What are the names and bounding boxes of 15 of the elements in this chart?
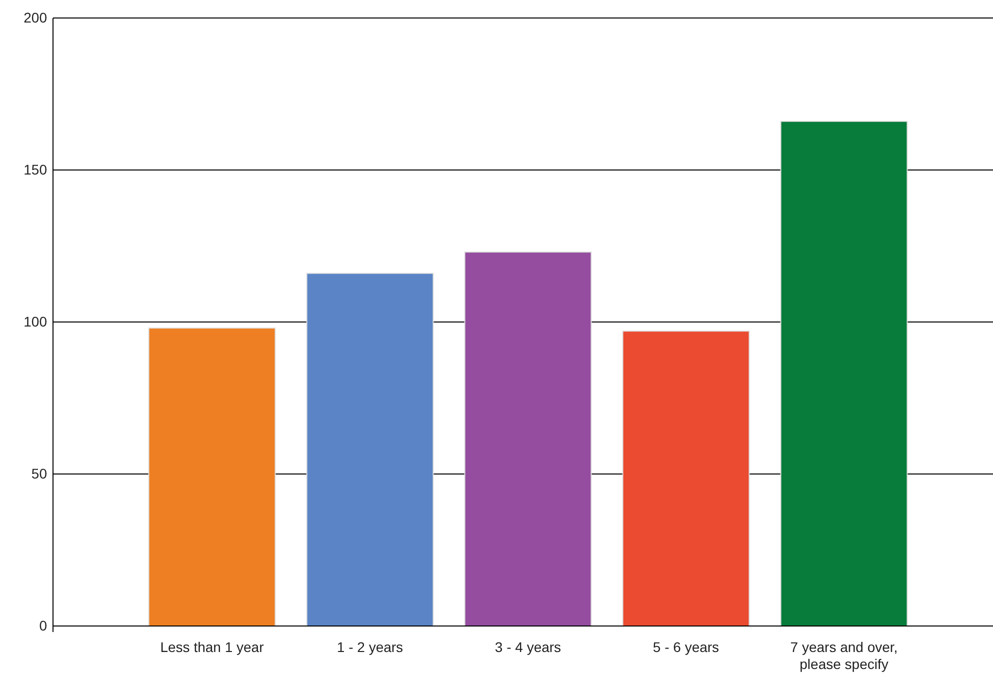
x-tick-label: 1 - 2 years xyxy=(336,639,404,655)
x-tick-label: Less than 1 year xyxy=(160,639,264,655)
bar xyxy=(464,252,592,626)
bar xyxy=(148,328,276,626)
bar xyxy=(780,120,908,626)
bar xyxy=(306,272,434,626)
x-tick-label: 7 years and over, please specify xyxy=(790,639,898,672)
x-tick-label: 5 - 6 years xyxy=(652,639,720,655)
x-tick-label: 3 - 4 years xyxy=(494,639,562,655)
y-tick-label: 150 xyxy=(24,161,48,178)
bar xyxy=(622,330,750,626)
y-tick-label: 50 xyxy=(31,465,48,482)
y-tick-label: 0 xyxy=(39,617,48,634)
y-tick-label: 100 xyxy=(24,313,48,330)
y-tick-label: 200 xyxy=(24,9,48,26)
